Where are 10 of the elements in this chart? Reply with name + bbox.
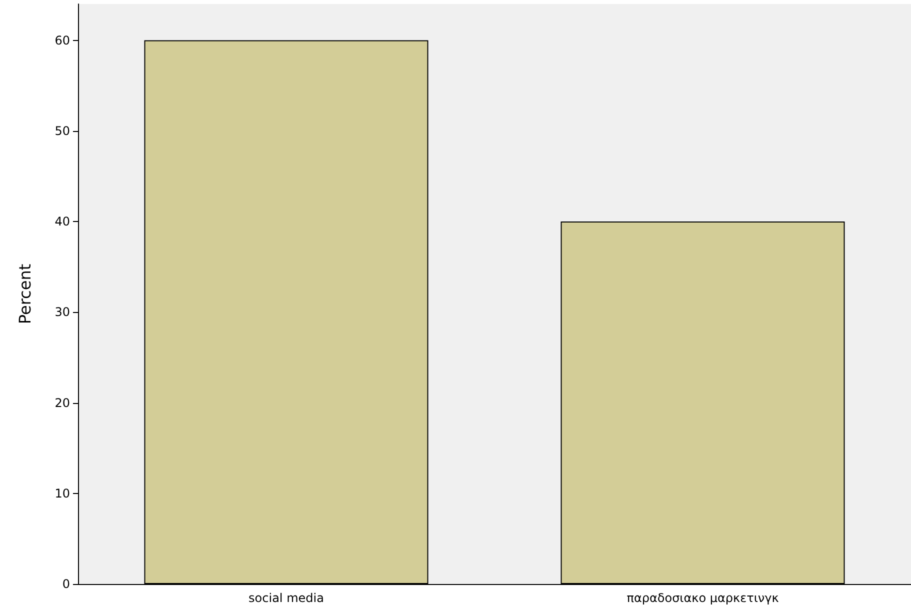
y-tick-label: 50	[54, 124, 70, 138]
y-tick-label: 40	[54, 214, 70, 228]
y-tick-label: 0	[62, 577, 70, 591]
y-tick-label: 10	[54, 486, 70, 500]
y-tick-label: 30	[54, 305, 70, 320]
y-tick-label: 60	[54, 33, 70, 48]
y-tick-label: 20	[54, 396, 70, 410]
y-axis-title: Percent	[16, 264, 34, 324]
x-tick-label: παραδοσιακο μαρκετινγκ	[626, 591, 779, 605]
x-tick-label: social media	[248, 591, 324, 605]
